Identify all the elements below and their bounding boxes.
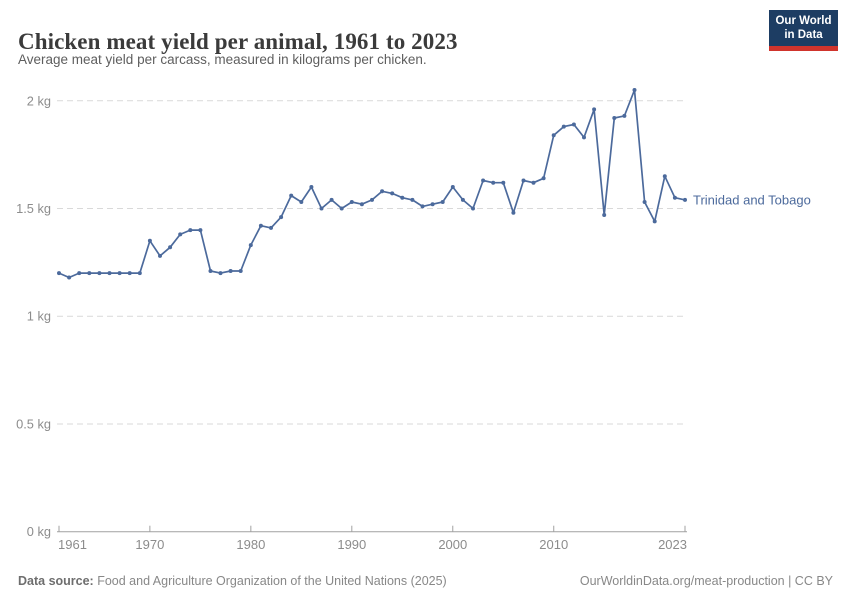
data-point[interactable] xyxy=(339,206,344,211)
data-point[interactable] xyxy=(672,195,677,200)
data-point[interactable] xyxy=(642,200,647,204)
data-point[interactable] xyxy=(380,189,385,194)
chart-footer: Data source: Food and Agriculture Organi… xyxy=(18,574,833,588)
data-point[interactable] xyxy=(57,271,61,276)
page-title: Chicken meat yield per animal, 1961 to 2… xyxy=(18,29,458,55)
data-point[interactable] xyxy=(471,206,475,211)
data-point[interactable] xyxy=(491,180,496,185)
data-point[interactable] xyxy=(400,195,405,200)
data-source: Data source: Food and Agriculture Organi… xyxy=(18,574,447,588)
y-axis-tick-label: 2 kg xyxy=(27,93,51,108)
y-axis-tick-label: 1 kg xyxy=(27,309,51,324)
data-point[interactable] xyxy=(198,228,203,233)
x-axis-tick-label: 1961 xyxy=(58,537,87,552)
data-point[interactable] xyxy=(77,271,82,276)
data-point[interactable] xyxy=(147,238,152,243)
data-point[interactable] xyxy=(632,88,637,92)
data-point[interactable] xyxy=(178,232,183,237)
data-point[interactable] xyxy=(602,213,607,217)
data-point[interactable] xyxy=(258,223,263,228)
data-point[interactable] xyxy=(541,176,546,181)
data-point[interactable] xyxy=(168,245,173,250)
data-point[interactable] xyxy=(612,116,617,120)
data-point[interactable] xyxy=(248,243,253,248)
data-point[interactable] xyxy=(329,197,334,202)
y-axis-tick-label: 1.5 kg xyxy=(16,201,51,216)
data-point[interactable] xyxy=(188,228,193,233)
data-point[interactable] xyxy=(349,200,354,204)
data-point[interactable] xyxy=(430,202,435,207)
data-point[interactable] xyxy=(208,269,213,273)
data-point[interactable] xyxy=(269,225,273,230)
data-point[interactable] xyxy=(662,174,667,179)
x-axis-tick-label: 1990 xyxy=(337,537,366,552)
data-point[interactable] xyxy=(440,200,445,204)
owid-logo-line2: in Data xyxy=(784,29,823,41)
data-point[interactable] xyxy=(501,180,506,185)
data-point[interactable] xyxy=(571,122,576,127)
chart-subtitle: Average meat yield per carcass, measured… xyxy=(18,52,427,67)
y-axis-tick-label: 0.5 kg xyxy=(16,416,51,431)
data-point[interactable] xyxy=(137,271,142,276)
data-point[interactable] xyxy=(410,197,415,202)
data-point[interactable] xyxy=(289,193,294,198)
x-axis-tick-label: 2023 xyxy=(658,537,687,552)
data-point[interactable] xyxy=(450,185,455,189)
data-point[interactable] xyxy=(238,269,243,273)
data-point[interactable] xyxy=(521,178,526,183)
data-point[interactable] xyxy=(481,178,486,183)
data-point[interactable] xyxy=(561,124,566,129)
data-point[interactable] xyxy=(218,271,223,276)
x-axis-tick-label: 1970 xyxy=(135,537,164,552)
series-end-label[interactable]: Trinidad and Tobago xyxy=(693,192,811,207)
data-point[interactable] xyxy=(390,191,395,196)
data-point[interactable] xyxy=(582,135,586,140)
data-point[interactable] xyxy=(67,275,72,280)
data-point[interactable] xyxy=(652,219,657,224)
x-axis-tick-label: 1980 xyxy=(236,537,265,552)
x-axis-tick-label: 2010 xyxy=(539,537,568,552)
data-point[interactable] xyxy=(228,269,233,273)
data-point[interactable] xyxy=(127,271,132,276)
data-source-text: Food and Agriculture Organization of the… xyxy=(93,574,447,588)
data-point[interactable] xyxy=(87,271,92,276)
data-point[interactable] xyxy=(592,107,597,112)
data-source-label: Data source: xyxy=(18,574,94,588)
owid-logo-line1: Our World xyxy=(775,14,832,27)
data-point[interactable] xyxy=(531,180,536,185)
data-point[interactable] xyxy=(420,204,425,209)
data-point[interactable] xyxy=(622,113,627,118)
data-point[interactable] xyxy=(117,271,122,276)
x-axis-tick-label: 2000 xyxy=(438,537,467,552)
data-point[interactable] xyxy=(279,215,284,220)
data-point[interactable] xyxy=(359,202,364,207)
data-point[interactable] xyxy=(309,185,314,189)
y-axis-tick-label: 0 kg xyxy=(27,524,51,539)
data-point[interactable] xyxy=(460,197,465,202)
data-point[interactable] xyxy=(511,210,516,215)
data-point[interactable] xyxy=(319,206,324,211)
data-point[interactable] xyxy=(370,197,374,202)
owid-logo[interactable]: Our World in Data xyxy=(769,10,838,51)
data-point[interactable] xyxy=(683,197,687,202)
data-point[interactable] xyxy=(158,253,162,258)
data-point[interactable] xyxy=(107,271,112,276)
owid-citation-link[interactable]: OurWorldinData.org/meat-production | CC … xyxy=(579,574,833,588)
series-line[interactable] xyxy=(58,89,686,279)
data-point[interactable] xyxy=(299,200,304,204)
data-point[interactable] xyxy=(551,133,556,138)
data-point[interactable] xyxy=(97,271,102,276)
